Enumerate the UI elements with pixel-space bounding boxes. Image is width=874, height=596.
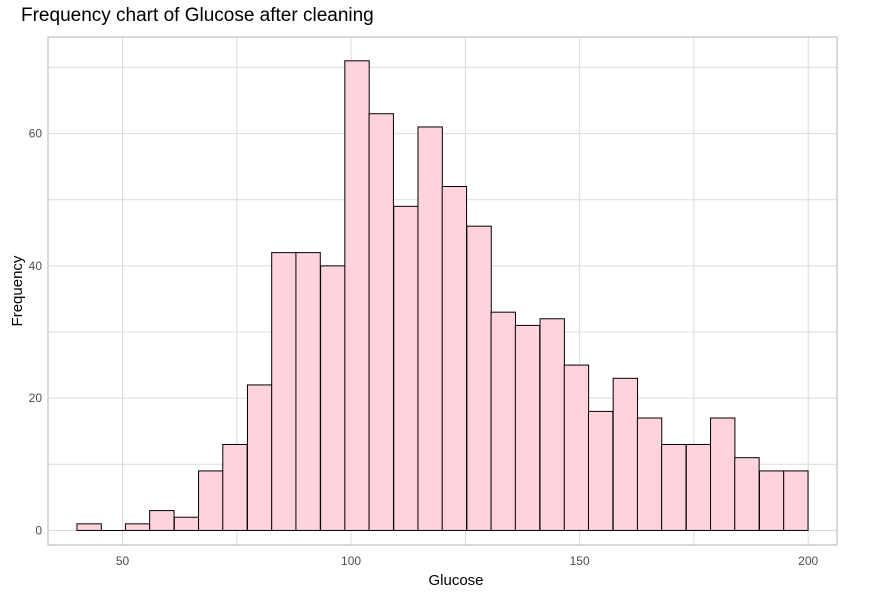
histogram-bar: [222, 443, 248, 531]
chart-title: Frequency chart of Glucose after cleanin…: [21, 5, 374, 26]
histogram-bar: [246, 384, 273, 531]
histogram-bar: [563, 364, 590, 531]
panel-border: [47, 36, 838, 546]
histogram-bar: [539, 318, 565, 531]
histogram-bar: [490, 311, 516, 531]
histogram-bar: [124, 523, 151, 531]
y-tick-label: 0: [35, 523, 42, 537]
histogram-bar: [271, 252, 297, 531]
histogram-bar: [173, 516, 200, 531]
histogram-bar: [466, 225, 492, 531]
histogram-bars: [76, 60, 809, 531]
histogram-bar: [587, 410, 614, 531]
histogram-bar: [149, 510, 175, 531]
histogram-bar: [734, 457, 760, 531]
x-tick-label: 50: [116, 554, 130, 568]
y-tick-label: 40: [29, 259, 43, 273]
histogram-bar: [320, 265, 346, 531]
histogram-bar: [783, 470, 809, 531]
histogram-bar: [514, 324, 541, 531]
y-axis-label: Frequency: [9, 255, 26, 326]
x-tick-label: 100: [341, 554, 361, 568]
histogram-bar: [198, 470, 224, 531]
histogram-bar: [710, 417, 736, 531]
x-axis-label: Glucose: [428, 572, 483, 589]
histogram-bar: [344, 60, 370, 531]
histogram-bar: [758, 470, 785, 531]
x-tick-label: 150: [570, 554, 590, 568]
y-tick-label: 20: [29, 391, 43, 405]
histogram-bar: [368, 113, 394, 531]
histogram-bar: [441, 185, 468, 531]
histogram-bar: [636, 417, 663, 531]
histogram-bar: [661, 443, 687, 531]
histogram-bar: [612, 377, 639, 531]
histogram-bar: [295, 252, 321, 531]
histogram-bar: [685, 443, 712, 531]
y-tick-label: 60: [29, 127, 43, 141]
histogram-bar: [76, 523, 102, 531]
axis-tick-labels: 50 100 150 200 0 20 40 60: [29, 127, 819, 568]
x-tick-label: 200: [798, 554, 818, 568]
histogram-bar: [393, 205, 419, 531]
histogram-bar: [417, 126, 443, 531]
